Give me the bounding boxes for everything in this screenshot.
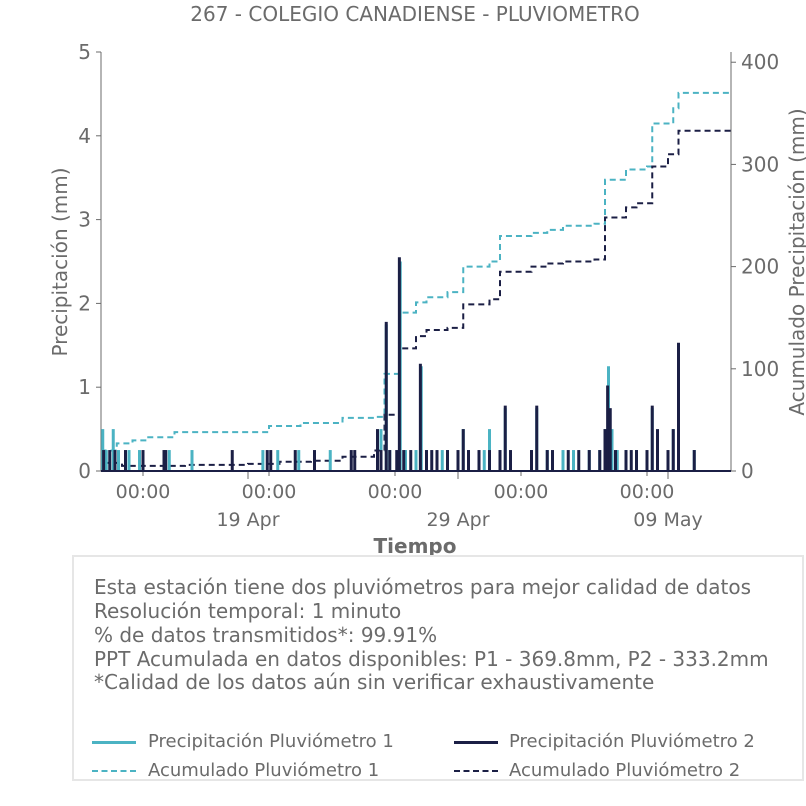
x-tick-label: 00:00 xyxy=(620,481,675,503)
x-major-tick-label: 29 Apr xyxy=(426,509,489,531)
y-tick-label-left: 4 xyxy=(78,124,91,148)
legend-label-acc1: Acumulado Pluviómetro 1 xyxy=(148,760,380,781)
series-line-acumulado-pluvi-metro-1 xyxy=(101,91,731,472)
info-accumulated: PPT Acumulada en datos disponibles: P1 -… xyxy=(94,647,769,671)
chart-title: 267 - COLEGIO CANADIENSE - PLUVIOMETRO xyxy=(190,2,639,26)
info-box: Esta estación tiene dos pluviómetros par… xyxy=(72,555,804,781)
y-tick-label-right: 0 xyxy=(741,459,754,483)
y-axis-label-right: Acumulado Precipitación (mm) xyxy=(785,108,806,415)
y-tick-label-right: 100 xyxy=(741,357,779,381)
x-axis-label: Tiempo xyxy=(374,534,457,558)
legend-label-p1: Precipitación Pluviómetro 1 xyxy=(148,731,394,752)
legend-label-p2: Precipitación Pluviómetro 2 xyxy=(509,731,755,752)
y-tick-label-left: 3 xyxy=(78,208,91,232)
x-tick-label: 00:00 xyxy=(116,481,171,503)
info-quality-note: *Calidad de los datos aún sin verificar … xyxy=(94,670,655,694)
x-tick-label: 00:00 xyxy=(494,481,549,503)
legend-swatch-p1 xyxy=(92,741,136,744)
chart-canvas: 267 - COLEGIO CANADIENSE - PLUVIOMETRO 0 1… xyxy=(48,2,806,558)
legend-swatch-acc2 xyxy=(454,770,498,772)
info-resolution: Resolución temporal: 1 minuto xyxy=(94,599,402,623)
x-tick-label: 00:00 xyxy=(368,481,423,503)
info-stations-note: Esta estación tiene dos pluviómetros par… xyxy=(94,575,752,599)
legend-swatch-p2 xyxy=(454,741,498,744)
info-transmitted: % de datos transmitidos*: 99.91% xyxy=(94,623,438,647)
y-tick-label-left: 5 xyxy=(78,40,91,64)
rain-chart: 267 - COLEGIO CANADIENSE - PLUVIOMETRO 0 1… xyxy=(48,2,806,558)
legend-swatch-acc1 xyxy=(92,770,136,772)
y-tick-label-right: 300 xyxy=(741,152,779,176)
series-line-acumulado-pluvi-metro-2 xyxy=(101,129,731,472)
x-major-tick-label: 09 May xyxy=(633,509,703,531)
x-major-tick-label: 19 Apr xyxy=(216,509,279,531)
y-tick-label-left: 2 xyxy=(78,291,91,315)
y-tick-label-left: 0 xyxy=(78,459,91,483)
legend-label-acc2: Acumulado Pluviómetro 2 xyxy=(509,760,741,781)
y-tick-label-right: 200 xyxy=(741,255,779,279)
y-tick-label-left: 1 xyxy=(78,375,91,399)
y-axis-label-left: Precipitación (mm) xyxy=(48,167,72,356)
x-tick-label: 00:00 xyxy=(242,481,297,503)
y-tick-label-right: 400 xyxy=(741,50,779,74)
